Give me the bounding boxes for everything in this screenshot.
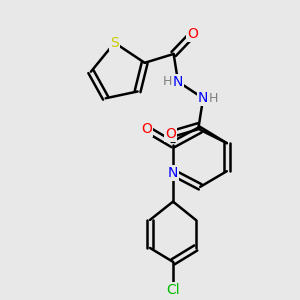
Text: N: N <box>173 75 183 89</box>
Text: O: O <box>165 127 176 141</box>
Text: O: O <box>188 27 198 41</box>
Text: H: H <box>163 75 172 88</box>
Text: Cl: Cl <box>166 283 180 297</box>
Text: N: N <box>198 91 208 105</box>
Text: N: N <box>168 166 178 180</box>
Text: O: O <box>141 122 152 136</box>
Text: S: S <box>110 36 119 50</box>
Text: H: H <box>209 92 218 105</box>
